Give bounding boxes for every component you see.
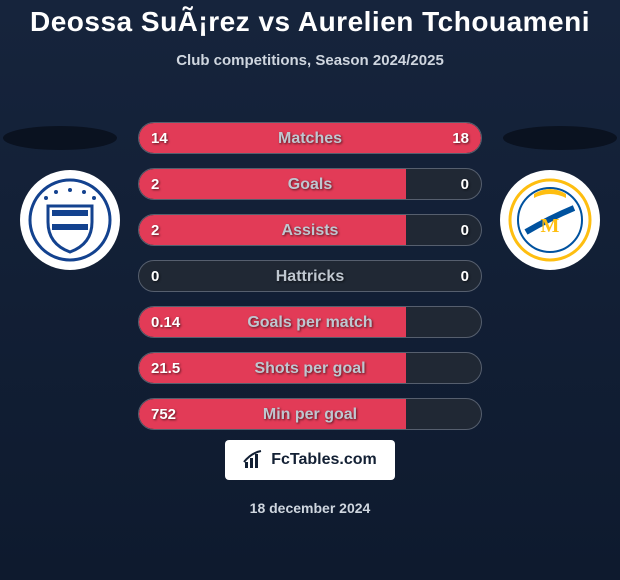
date-text: 18 december 2024: [0, 500, 620, 516]
watermark-text: FcTables.com: [271, 451, 377, 469]
realmadrid-crest: M: [508, 178, 592, 262]
comparison-container: Deossa SuÃ¡rez vs Aurelien Tchouameni Cl…: [0, 0, 620, 580]
stat-row: Hattricks0 0: [138, 260, 482, 292]
stat-row: Goals per match0.14: [138, 306, 482, 338]
chart-icon: [243, 450, 265, 470]
bar-label: Goals: [139, 169, 481, 200]
stat-row: Min per goal752: [138, 398, 482, 430]
svg-text:M: M: [541, 215, 560, 237]
right-club-logo: M: [500, 170, 600, 270]
watermark: FcTables.com: [225, 440, 395, 480]
pachuca-crest: [28, 178, 112, 262]
bar-label: Assists: [139, 215, 481, 246]
bar-value-right: 18: [452, 123, 469, 154]
stat-row: Shots per goal21.5: [138, 352, 482, 384]
stat-row: Goals2 0: [138, 168, 482, 200]
bar-label: Hattricks: [139, 261, 481, 292]
bar-value-left: 0: [151, 261, 159, 292]
bar-label: Matches: [139, 123, 481, 154]
bar-value-right: 0: [461, 215, 469, 246]
bar-value-right: 0: [461, 261, 469, 292]
right-logo-shadow: [503, 126, 617, 150]
stat-row: Assists2 0: [138, 214, 482, 246]
left-logo-shadow: [3, 126, 117, 150]
bar-value-left: 2: [151, 169, 159, 200]
bar-value-left: 752: [151, 399, 176, 430]
stat-bars: Matches1418Goals20Assists20Hattricks00Go…: [138, 122, 482, 444]
pachuca-icon: [28, 178, 112, 262]
stat-row: Matches14 18: [138, 122, 482, 154]
bar-value-left: 2: [151, 215, 159, 246]
realmadrid-icon: M: [508, 178, 592, 262]
left-club-logo: [20, 170, 120, 270]
bar-value-left: 21.5: [151, 353, 180, 384]
page-title: Deossa SuÃ¡rez vs Aurelien Tchouameni: [0, 6, 620, 38]
bar-value-right: 0: [461, 169, 469, 200]
bar-label: Goals per match: [139, 307, 481, 338]
bar-label: Shots per goal: [139, 353, 481, 384]
bar-label: Min per goal: [139, 399, 481, 430]
subtitle: Club competitions, Season 2024/2025: [0, 52, 620, 69]
bar-value-left: 0.14: [151, 307, 180, 338]
bar-value-left: 14: [151, 123, 168, 154]
